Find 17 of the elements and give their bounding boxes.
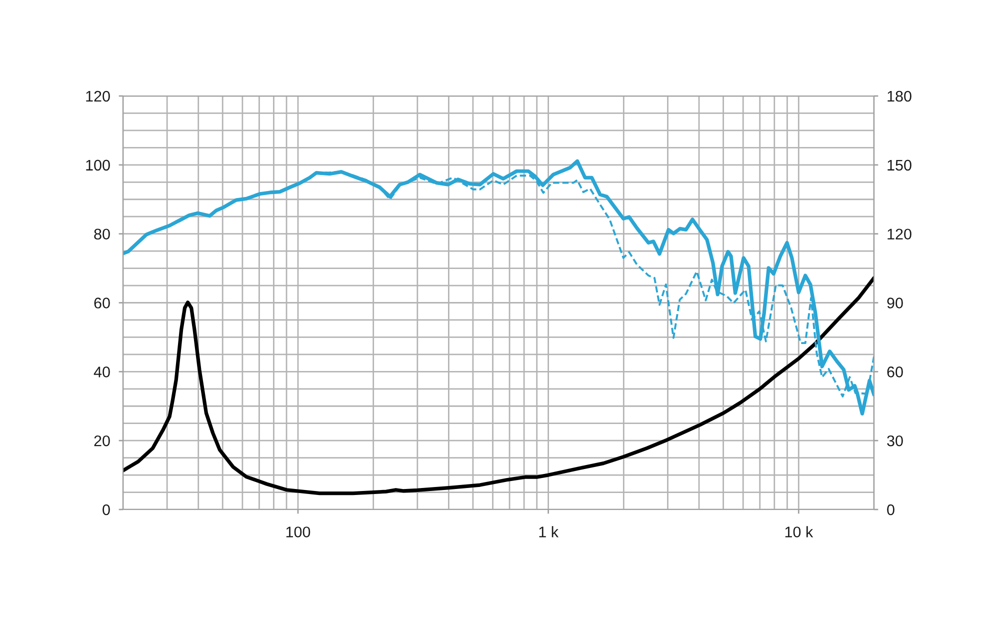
y2-tick-label: 150 — [888, 160, 912, 171]
y-tick-label: 80 — [94, 228, 110, 240]
y2-tick-label: 120 — [888, 228, 912, 240]
x-tick-label: 100 — [286, 526, 310, 538]
y2-tick-label: 30 — [887, 435, 903, 446]
y-tick-label: 0 — [102, 504, 110, 516]
y-tick-label: 20 — [94, 435, 110, 446]
y-tick-label: 40 — [94, 366, 110, 378]
y2-tick-label: 0 — [887, 504, 894, 516]
y2-tick-label: 90 — [887, 298, 903, 308]
y2-tick-label: 180 — [888, 90, 912, 102]
y-tick-label: 120 — [86, 90, 110, 102]
x-tick-label: 10 k — [785, 526, 814, 538]
y-tick-label: 100 — [86, 160, 110, 171]
y-tick-label: 60 — [94, 298, 110, 308]
x-tick-label: 1 k — [539, 526, 559, 538]
y2-tick-label: 60 — [887, 366, 903, 378]
